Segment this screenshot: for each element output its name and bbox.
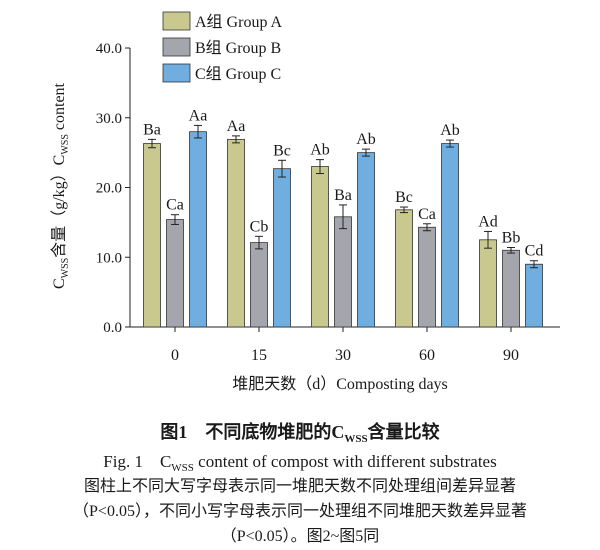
bar [357, 152, 375, 328]
figure-note-line-2: （P<0.05），不同小写字母表示同一处理组不同堆肥天数差异显著 [73, 503, 527, 520]
y-tick-label: 0.0 [103, 320, 122, 336]
bar [166, 219, 184, 328]
bar [479, 239, 497, 328]
significance-label: Bb [502, 229, 521, 246]
significance-label: Cb [250, 218, 269, 235]
legend-swatch [162, 11, 191, 31]
y-label-mid: 含量（g/kg）C [50, 155, 68, 258]
bar [189, 131, 207, 328]
x-tick-label: 90 [503, 347, 519, 364]
y-tick-label: 10.0 [96, 250, 122, 266]
bar [395, 209, 413, 328]
figure-note-line-3: （P<0.05）。图2~图5同 [220, 528, 380, 545]
y-label-sub2: WSS [60, 134, 71, 155]
significance-label: Ab [440, 122, 460, 139]
significance-label: Bc [395, 189, 413, 206]
caption-en-prefix: Fig. 1 C [103, 452, 172, 471]
bar [418, 226, 436, 328]
bar [334, 216, 352, 328]
caption-en-suffix: content of compost with different substr… [193, 452, 497, 471]
caption-cn-suffix: 含量比较 [367, 422, 440, 442]
x-tick-label: 0 [171, 347, 179, 364]
significance-label: Ad [478, 213, 498, 230]
y-label-c: C [51, 278, 68, 289]
significance-label: Bc [273, 142, 291, 159]
legend-label: C组 Group C [195, 65, 281, 83]
bar [227, 138, 245, 328]
significance-label: Ca [166, 197, 184, 214]
y-tick-label: 30.0 [96, 111, 122, 127]
bar [273, 168, 291, 328]
significance-label: Aa [227, 118, 246, 135]
y-tick-label: 40.0 [96, 41, 122, 57]
legend-label: A组 Group A [195, 13, 283, 31]
legend-swatch [162, 63, 191, 83]
legend-swatch [162, 37, 191, 57]
significance-label: Ba [334, 187, 352, 204]
y-tick-label: 20.0 [96, 181, 122, 197]
legend: A组 Group A B组 Group B C组 Group C [162, 11, 283, 83]
figure-caption-english: Fig. 1 CWSS content of compost with diff… [0, 447, 600, 474]
bar [441, 143, 459, 328]
significance-label: Aa [189, 107, 208, 124]
bar [502, 249, 520, 328]
y-axis-label: CWSS含量（g/kg）CWSS content [50, 82, 71, 289]
significance-label: Cd [525, 243, 544, 260]
caption-cn-prefix: 图1 不同底物堆肥的C [160, 422, 345, 442]
bar [311, 166, 329, 328]
significance-label: Ba [143, 121, 161, 138]
legend-label: B组 Group B [195, 39, 281, 57]
x-tick-label: 30 [335, 347, 351, 364]
bars: Ba Aa Ab Bc Ad Ca Cb Ba Ca Bb Aa Bc Ab Ab Cd [143, 107, 544, 328]
y-label-sub1: WSS [60, 258, 71, 279]
bar [250, 242, 268, 328]
caption-cn-subscript: WSS [344, 433, 368, 445]
bar [525, 263, 543, 328]
figure-caption-chinese: 图1 不同底物堆肥的CWSS含量比较 [0, 418, 600, 445]
figure-note-line-1: 图柱上不同大写字母表示同一堆肥天数不同处理组间差异显著 [83, 478, 516, 495]
bar [143, 143, 161, 328]
significance-label: Ca [418, 206, 436, 223]
y-label-end: content [51, 82, 68, 134]
significance-label: Ab [310, 142, 330, 159]
significance-label: Ab [356, 131, 376, 148]
x-axis-label: 堆肥天数（d）Composting days [232, 375, 448, 393]
x-tick-label: 15 [251, 347, 267, 364]
caption-en-subscript: WSS [171, 462, 194, 474]
x-tick-label: 60 [419, 347, 435, 364]
